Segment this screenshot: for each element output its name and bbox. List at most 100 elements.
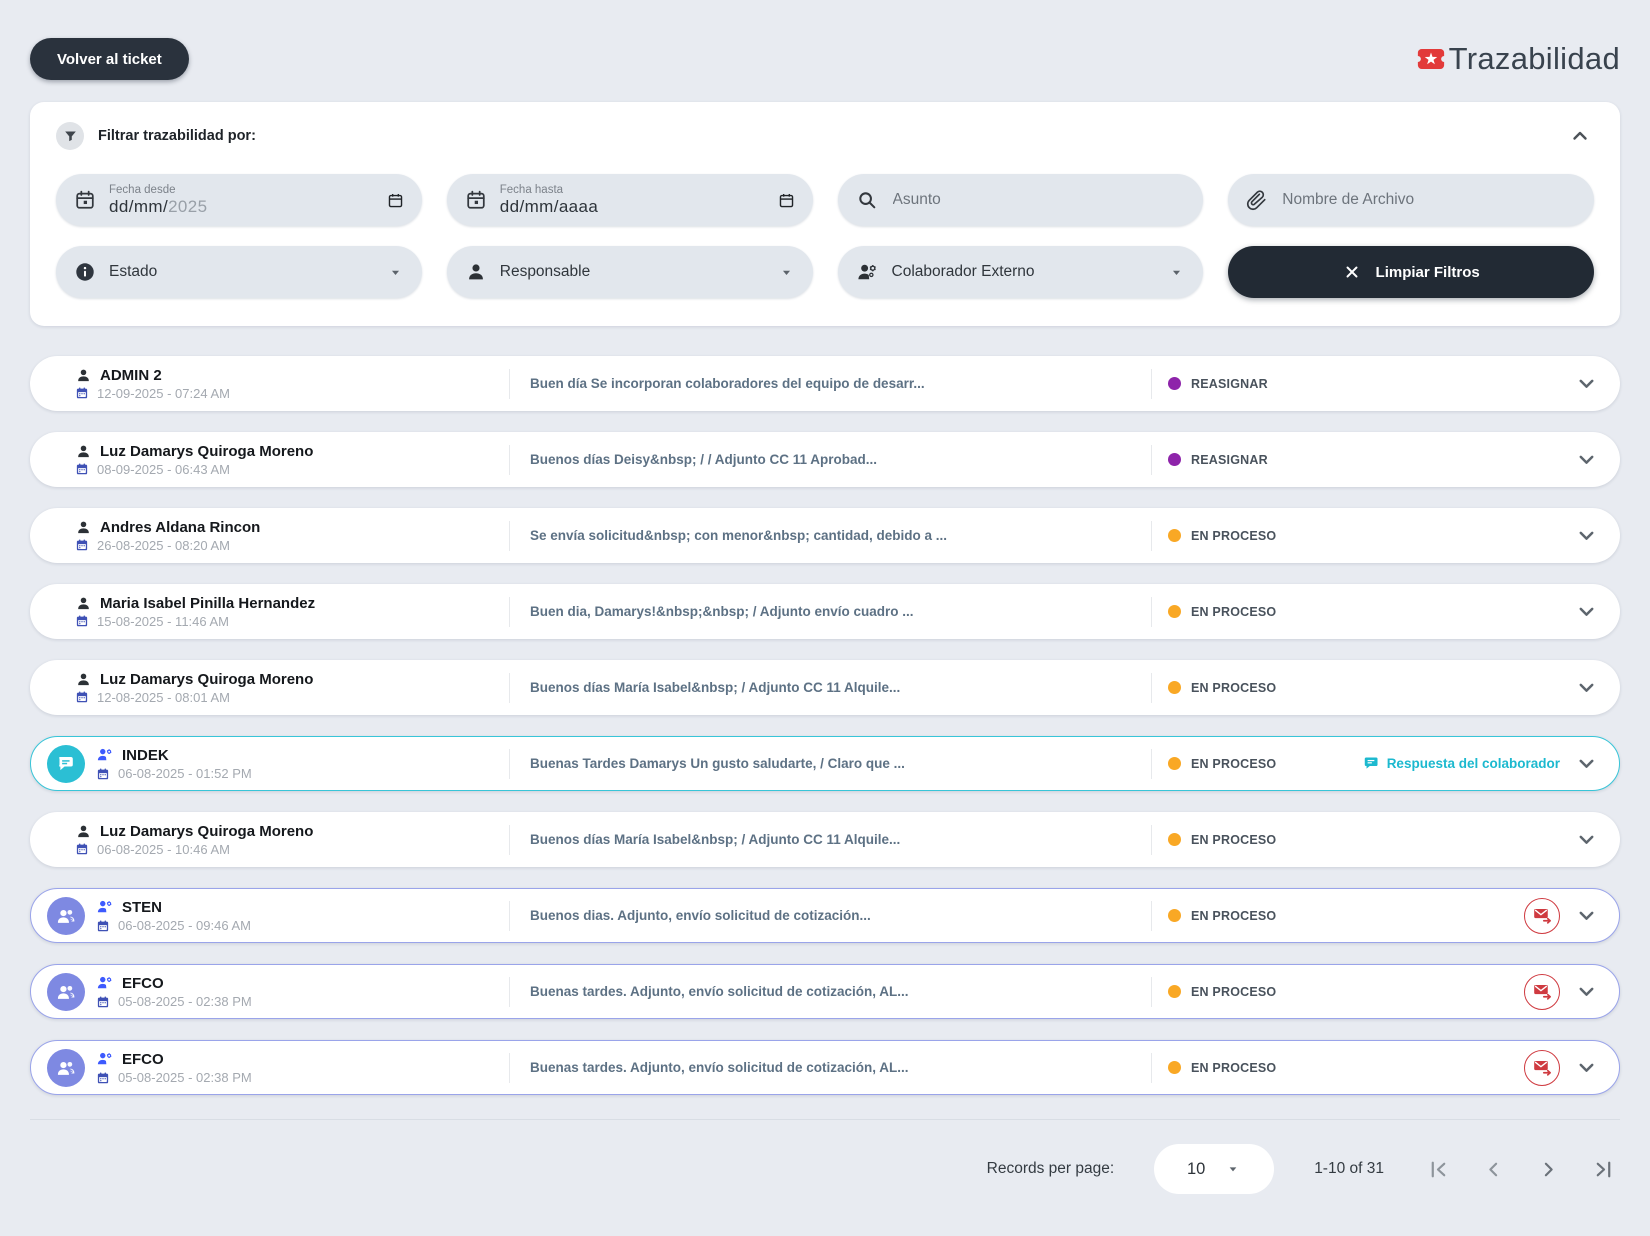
row-name: ADMIN 2: [100, 366, 162, 384]
trace-row[interactable]: EFCO 05-08-2025 - 02:38 PM: [30, 964, 1620, 1019]
page-range-label: 1-10 of 31: [1314, 1160, 1384, 1177]
chevron-down-icon[interactable]: [1574, 979, 1599, 1004]
people-avatar-icon: [57, 985, 75, 999]
divider: [509, 368, 510, 399]
row-status: EN PROCESO: [1152, 757, 1348, 771]
asunto-field[interactable]: [837, 174, 1204, 226]
chevron-down-icon[interactable]: [1574, 903, 1599, 928]
chevron-up-icon: [1573, 131, 1587, 140]
brand: Trazabilidad: [1415, 41, 1620, 77]
divider: [509, 824, 510, 855]
nombre-archivo-input[interactable]: [1280, 190, 1576, 210]
fecha-desde-value: dd/mm/2025: [109, 196, 208, 216]
trace-row[interactable]: Maria Isabel Pinilla Hernandez 15-: [30, 584, 1620, 639]
people-avatar-icon: [57, 909, 75, 923]
row-name: EFCO: [122, 1050, 164, 1068]
row-date: 06-08-2025 - 09:46 AM: [118, 918, 251, 933]
collapse-filters-button[interactable]: [1566, 122, 1594, 150]
divider: [509, 520, 510, 551]
records-per-page-label: Records per page:: [986, 1160, 1115, 1177]
status-label: EN PROCESO: [1191, 680, 1277, 695]
person-icon: [78, 445, 89, 457]
divider: [509, 444, 510, 475]
row-message: Se envía solicitud&nbsp; con menor&nbsp;…: [530, 527, 948, 543]
trace-row[interactable]: Luz Damarys Quiroga Moreno 06-08-2: [30, 812, 1620, 867]
row-author: Maria Isabel Pinilla Hernandez 15-: [47, 595, 509, 629]
chevron-down-icon[interactable]: [1574, 523, 1599, 548]
resend-mail-button[interactable]: [1524, 973, 1560, 1010]
chevron-left-icon: [1489, 1162, 1498, 1176]
date-picker-icon[interactable]: [387, 192, 404, 209]
previous-page-button[interactable]: [1479, 1155, 1508, 1184]
row-name: Andres Aldana Rincon: [100, 518, 261, 536]
chevron-down-icon[interactable]: [1574, 827, 1599, 852]
dropdown-caret-icon: [387, 264, 404, 281]
divider: [509, 976, 510, 1007]
nombre-archivo-field[interactable]: [1228, 174, 1594, 226]
next-page-button[interactable]: [1534, 1155, 1563, 1184]
date-picker-icon[interactable]: [778, 192, 795, 209]
trace-row[interactable]: Andres Aldana Rincon 26-08-2025 -: [30, 508, 1620, 563]
trace-row[interactable]: Luz Damarys Quiroga Moreno 08-09-2: [30, 432, 1620, 487]
clear-filters-label: Limpiar Filtros: [1375, 263, 1480, 281]
row-status: EN PROCESO: [1152, 833, 1348, 847]
row-status: EN PROCESO: [1152, 985, 1348, 999]
calendar-icon: [96, 919, 110, 933]
trace-row[interactable]: INDEK 06-08-2025 - 01:52 PM: [30, 736, 1620, 791]
pagination-bar: Records per page: 10 1-10 of 31: [30, 1119, 1620, 1194]
row-message: Buenos días Deisy&nbsp; / / Adjunto CC 1…: [530, 451, 878, 467]
status-dot-icon: [1168, 985, 1181, 998]
row-message: Buenas tardes. Adjunto, envío solicitud …: [530, 1059, 909, 1075]
person-icon: [465, 261, 487, 283]
row-status: EN PROCESO: [1152, 909, 1348, 923]
resend-mail-button[interactable]: [1524, 897, 1560, 934]
trace-row[interactable]: STEN 06-08-2025 - 09:46 AM: [30, 888, 1620, 943]
chevron-down-icon[interactable]: [1574, 675, 1599, 700]
row-status: EN PROCESO: [1152, 529, 1348, 543]
fecha-desde-field[interactable]: Fecha desde dd/mm/2025: [56, 174, 422, 226]
resend-mail-button[interactable]: [1524, 1049, 1560, 1086]
row-status: EN PROCESO: [1152, 605, 1348, 619]
row-message: Buenos días María Isabel&nbsp; / Adjunto…: [530, 679, 901, 695]
fecha-desde-label: Fecha desde: [109, 183, 176, 196]
trace-row[interactable]: ADMIN 2 12-09-2025 - 07:24 AM: [30, 356, 1620, 411]
responsable-select[interactable]: Responsable: [446, 246, 813, 298]
records-per-page-select[interactable]: 10: [1154, 1144, 1275, 1194]
divider: [1151, 748, 1152, 779]
chevron-down-icon[interactable]: [1574, 371, 1599, 396]
chevron-down-icon[interactable]: [1574, 447, 1599, 472]
divider: [509, 900, 510, 931]
chat-icon: [1364, 757, 1378, 769]
chevron-down-icon[interactable]: [1574, 599, 1599, 624]
status-dot-icon: [1168, 529, 1181, 542]
collaborator-response-link[interactable]: Respuesta del colaborador: [1363, 755, 1560, 772]
person-icon: [78, 825, 89, 837]
first-page-button[interactable]: [1424, 1155, 1453, 1184]
estado-select[interactable]: Estado: [56, 246, 422, 298]
row-avatar: [47, 896, 85, 935]
clear-filters-button[interactable]: Limpiar Filtros: [1228, 246, 1594, 298]
filter-panel: Filtrar trazabilidad por: Fecha desde dd…: [30, 102, 1620, 326]
fecha-hasta-field[interactable]: Fecha hasta dd/mm/aaaa: [446, 174, 813, 226]
colaborador-externo-select[interactable]: Colaborador Externo: [837, 246, 1204, 298]
mail-forward-icon: [1533, 1060, 1551, 1076]
trace-row[interactable]: EFCO 05-08-2025 - 02:38 PM: [30, 1040, 1620, 1095]
asunto-input[interactable]: [890, 190, 1186, 210]
divider: [1151, 672, 1152, 703]
chevron-down-icon[interactable]: [1574, 1055, 1599, 1080]
chevron-right-icon: [1544, 1162, 1553, 1176]
external-collaborator-icon: [97, 976, 112, 989]
search-icon: [856, 189, 878, 211]
fecha-hasta-value: dd/mm/aaaa: [499, 196, 599, 216]
last-page-button[interactable]: [1589, 1155, 1618, 1184]
trace-row[interactable]: Luz Damarys Quiroga Moreno 12-08-2: [30, 660, 1620, 715]
row-author: Andres Aldana Rincon 26-08-2025 -: [47, 519, 509, 553]
first-page-icon: [1431, 1161, 1446, 1177]
row-message: Buen día Se incorporan colaboradores del…: [530, 375, 925, 391]
back-to-ticket-button[interactable]: Volver al ticket: [30, 38, 189, 80]
external-collaborator-icon: [97, 900, 112, 913]
chevron-down-icon[interactable]: [1574, 751, 1599, 776]
trace-list: ADMIN 2 12-09-2025 - 07:24 AM: [30, 356, 1620, 1095]
row-author: Luz Damarys Quiroga Moreno 06-08-2: [47, 823, 509, 857]
status-label: REASIGNAR: [1191, 452, 1268, 467]
